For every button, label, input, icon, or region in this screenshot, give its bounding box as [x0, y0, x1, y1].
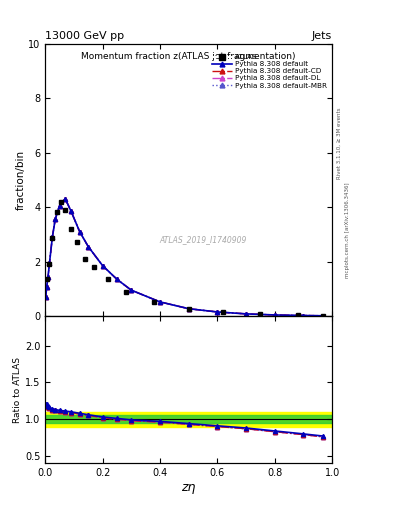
Text: Jets: Jets [312, 31, 332, 41]
Text: Rivet 3.1.10, ≥ 3M events: Rivet 3.1.10, ≥ 3M events [337, 108, 342, 179]
Y-axis label: fraction/bin: fraction/bin [15, 150, 25, 210]
Legend: ATLAS, Pythia 8.308 default, Pythia 8.308 default-CD, Pythia 8.308 default-DL, P: ATLAS, Pythia 8.308 default, Pythia 8.30… [211, 53, 329, 90]
Y-axis label: Ratio to ATLAS: Ratio to ATLAS [13, 357, 22, 423]
Text: mcplots.cern.ch [arXiv:1306.3436]: mcplots.cern.ch [arXiv:1306.3436] [345, 183, 350, 278]
Text: ATLAS_2019_I1740909: ATLAS_2019_I1740909 [159, 235, 247, 244]
X-axis label: zη: zη [182, 481, 196, 494]
Text: Momentum fraction z(ATLAS jet fragmentation): Momentum fraction z(ATLAS jet fragmentat… [81, 52, 296, 61]
Text: 13000 GeV pp: 13000 GeV pp [45, 31, 124, 41]
